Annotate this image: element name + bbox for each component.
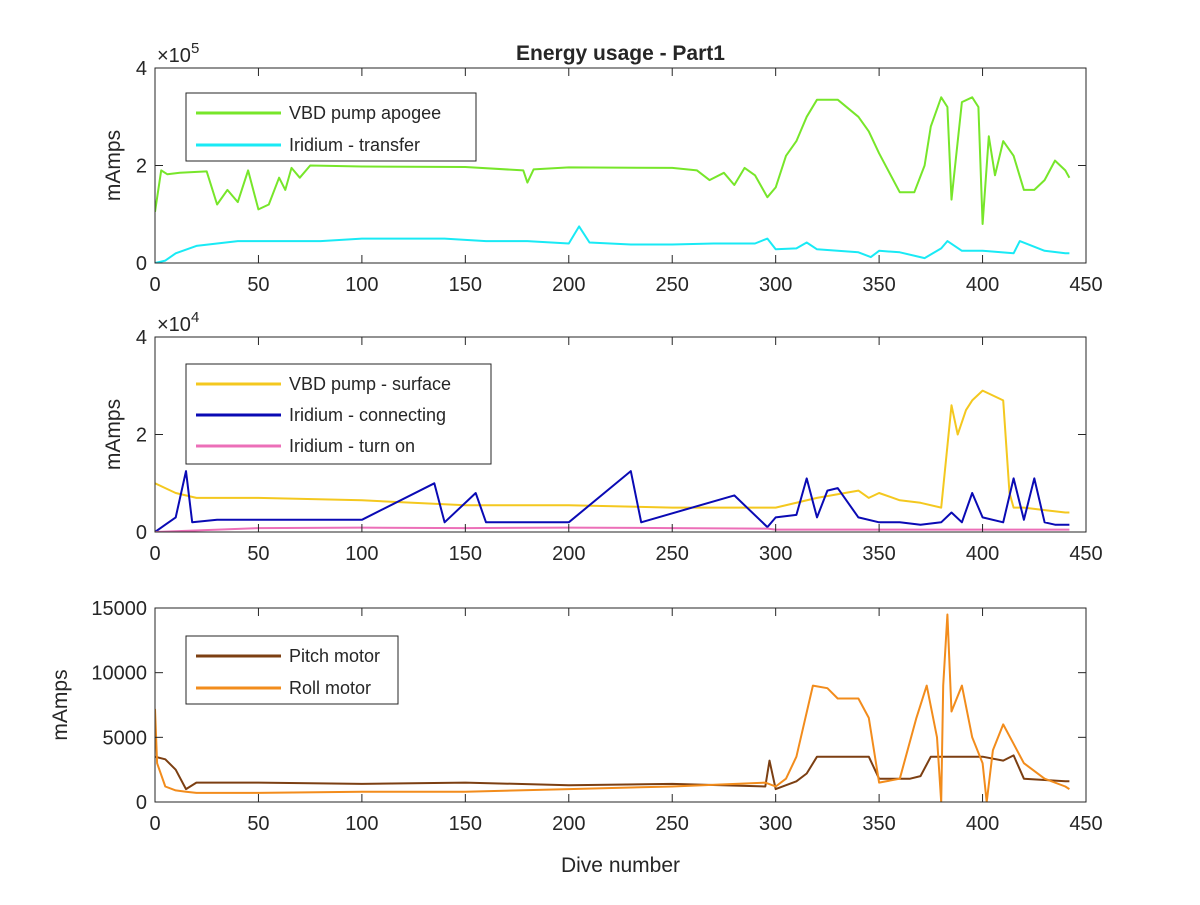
x-tick-label: 350 <box>862 813 895 835</box>
y-tick-label: 15000 <box>91 598 147 620</box>
x-tick-label: 450 <box>1069 813 1102 835</box>
y-tick-label: 0 <box>136 792 147 814</box>
x-tick-label: 100 <box>345 813 378 835</box>
legend-label-3: Iridium - turn on <box>289 436 415 456</box>
x-tick-label: 450 <box>1069 274 1102 296</box>
x-tick-label: 250 <box>656 274 689 296</box>
y-axis-title: mAmps <box>49 669 72 740</box>
x-tick-label: 200 <box>552 543 585 565</box>
x-tick-label: 150 <box>449 274 482 296</box>
series-line-2 <box>155 613 1070 802</box>
legend-label-2: Roll motor <box>289 678 371 698</box>
x-tick-label: 200 <box>552 813 585 835</box>
y-tick-label: 0 <box>136 522 147 544</box>
x-tick-label: 300 <box>759 274 792 296</box>
x-tick-label: 350 <box>862 274 895 296</box>
legend-box <box>185 92 477 162</box>
y-exponent-value: 5 <box>191 40 199 57</box>
x-tick-label: 250 <box>656 543 689 565</box>
y-axis-title: mAmps <box>102 130 125 201</box>
y-tick-label: 5000 <box>103 727 148 749</box>
x-tick-label: 0 <box>149 274 160 296</box>
x-tick-label: 300 <box>759 543 792 565</box>
x-axis-title: Dive number <box>561 854 680 877</box>
y-tick-label: 4 <box>136 327 147 349</box>
x-tick-label: 450 <box>1069 543 1102 565</box>
x-tick-label: 150 <box>449 543 482 565</box>
x-tick-label: 250 <box>656 813 689 835</box>
series-line-2 <box>155 225 1070 263</box>
x-tick-label: 50 <box>247 274 269 296</box>
series-group <box>155 613 1070 802</box>
legend: VBD pump apogee Iridium - transfer <box>185 92 477 162</box>
legend-box <box>185 635 399 705</box>
legend: VBD pump - surface Iridium - connecting Ir… <box>185 363 492 465</box>
y-tick-label: 2 <box>136 156 147 178</box>
y-tick-label: 0 <box>136 253 147 275</box>
x-tick-label: 200 <box>552 274 585 296</box>
y-tick-label: 4 <box>136 58 147 80</box>
x-tick-label: 50 <box>247 813 269 835</box>
x-tick-label: 350 <box>862 543 895 565</box>
y-exponent-label: ×105 <box>157 40 199 67</box>
x-tick-label: 400 <box>966 813 999 835</box>
legend-label-2: Iridium - connecting <box>289 405 446 425</box>
y-axis-title: mAmps <box>102 399 125 470</box>
x-tick-label: 400 <box>966 543 999 565</box>
subplot-1: 0 50 100 150 200 250 300 350 400 450 0 2 4 ×105 mAmps E… <box>102 40 1103 296</box>
legend-label-1: VBD pump - surface <box>289 374 451 394</box>
x-tick-label: 0 <box>149 813 160 835</box>
x-tick-label: 150 <box>449 813 482 835</box>
y-exponent-value: 4 <box>191 309 199 326</box>
series-line-2 <box>155 470 1070 532</box>
y-tick-label: 10000 <box>91 663 147 685</box>
chart-title: Energy usage - Part1 <box>516 42 725 65</box>
axes-frame <box>154 607 1087 803</box>
x-tick-label: 100 <box>345 274 378 296</box>
legend-label-2: Iridium - transfer <box>289 135 420 155</box>
subplot-3: 0 50 100 150 200 250 300 350 400 450 0 5000 10000 150… <box>49 598 1103 877</box>
series-group <box>155 96 1071 263</box>
legend-label-1: Pitch motor <box>289 646 380 666</box>
legend: Pitch motor Roll motor <box>185 635 399 705</box>
series-line-1 <box>155 96 1071 225</box>
subplot-2: 0 50 100 150 200 250 300 350 400 450024×104mAmpsV… <box>102 309 1103 565</box>
x-tick-label: 100 <box>345 543 378 565</box>
x-tick-label: 400 <box>966 274 999 296</box>
x-tick-label: 300 <box>759 813 792 835</box>
x-tick-label: 0 <box>149 543 160 565</box>
x-tick-label: 50 <box>247 543 269 565</box>
y-tick-label: 2 <box>136 425 147 447</box>
y-exponent-label: ×104 <box>157 309 199 336</box>
legend-label-1: VBD pump apogee <box>289 103 441 123</box>
